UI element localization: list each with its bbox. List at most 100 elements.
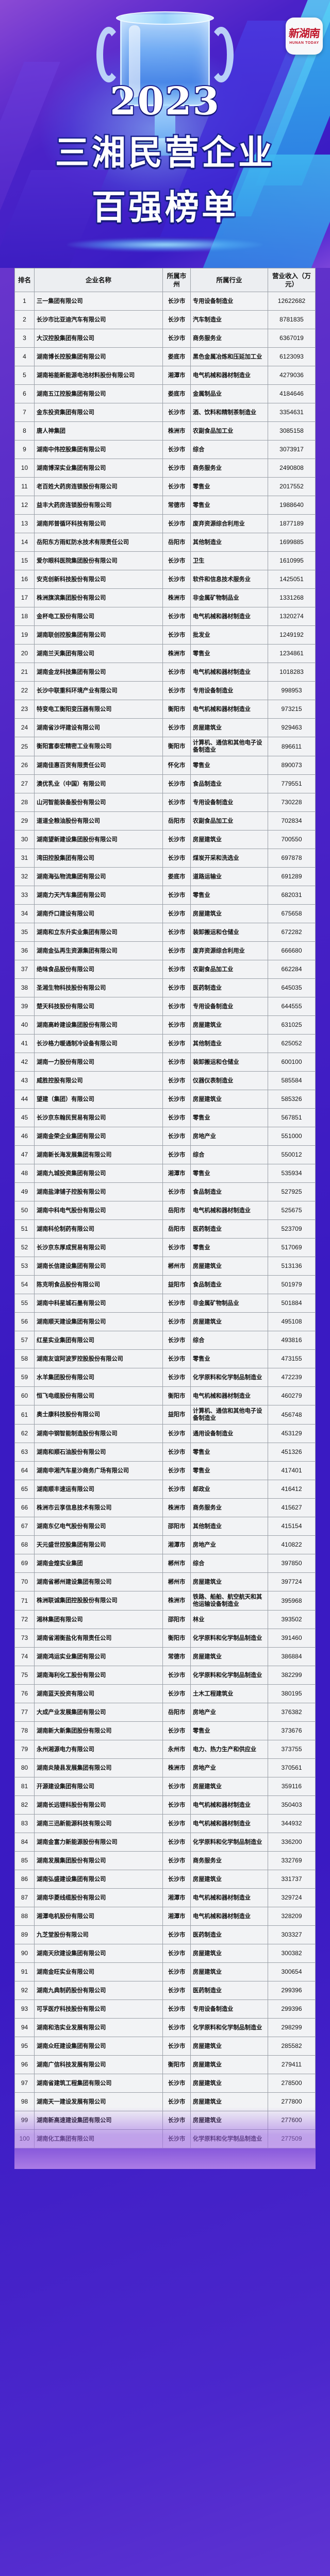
- cell-city: 长沙市: [162, 514, 191, 534]
- col-header-industry: 所属行业: [190, 267, 268, 293]
- cell-rank: 19: [14, 625, 35, 645]
- trophy-handle-left: [96, 27, 121, 82]
- table-row: 75 湖南海利化工股份有限公司 长沙市 化学原料和化学制品制造业 382299: [14, 1666, 316, 1685]
- cell-revenue: 391460: [268, 1629, 316, 1648]
- cell-city: 长沙市: [162, 904, 191, 924]
- cell-company-name: 安克创新科技股份有限公司: [34, 570, 163, 589]
- table-row: 25 衡阳富泰宏精密工业有限公司 衡阳市 计算机、通信和其他电子设备制造业 896611: [14, 737, 316, 757]
- cell-rank: 94: [14, 2018, 35, 2038]
- cell-industry: 废弃资源综合利用业: [190, 941, 268, 961]
- table-row: 79 永州湘源电力有限公司 永州市 电力、热力生产和供应业 373755: [14, 1740, 316, 1759]
- cell-revenue: 8781835: [268, 310, 316, 330]
- cell-company-name: 爱尔眼科医院集团股份有限公司: [34, 551, 163, 571]
- cell-rank: 14: [14, 533, 35, 552]
- cell-industry: 房屋建筑业: [190, 1090, 268, 1109]
- table-row: 94 湖南和浩实业发展有限公司 长沙市 化学原料和化学制品制造业 298299: [14, 2018, 316, 2038]
- cell-city: 郴州市: [162, 1257, 191, 1276]
- table-row: 45 长沙京东翰民贸易有限公司 长沙市 零售业 567851: [14, 1108, 316, 1128]
- cell-company-name: 澳优乳业（中国）有限公司: [34, 774, 163, 794]
- cell-rank: 15: [14, 551, 35, 571]
- table-row: 62 湖南中钢智能制造股份有限公司 长沙市 通用设备制造业 453129: [14, 1424, 316, 1444]
- cell-industry: 批发业: [190, 625, 268, 645]
- cell-revenue: 1988640: [268, 496, 316, 515]
- cell-revenue: 3073917: [268, 440, 316, 460]
- cell-industry: 房屋建筑业: [190, 1015, 268, 1035]
- cell-industry: 零售业: [190, 1108, 268, 1128]
- cell-city: 长沙市: [162, 292, 191, 311]
- table-row: 85 湖南发展集团股份有限公司 长沙市 商务服务业 332769: [14, 1851, 316, 1871]
- cell-revenue: 278500: [268, 2074, 316, 2093]
- cell-rank: 53: [14, 1257, 35, 1276]
- cell-revenue: 416412: [268, 1480, 316, 1499]
- cell-rank: 7: [14, 403, 35, 422]
- cell-rank: 48: [14, 1164, 35, 1183]
- cell-city: 株洲市: [162, 1758, 191, 1778]
- cell-rank: 69: [14, 1554, 35, 1573]
- cell-revenue: 702834: [268, 811, 316, 831]
- cell-company-name: 湖南天欣建设集团有限公司: [34, 1944, 163, 1963]
- cell-revenue: 451326: [268, 1443, 316, 1462]
- cell-rank: 30: [14, 830, 35, 850]
- trophy-icon: [96, 9, 234, 179]
- cell-city: 长沙市: [162, 1684, 191, 1704]
- cell-company-name: 湖南金旺实业有限公司: [34, 1962, 163, 1982]
- cell-industry: 房屋建筑业: [190, 1944, 268, 1963]
- cell-revenue: 682031: [268, 886, 316, 905]
- cell-city: 长沙市: [162, 1721, 191, 1741]
- cell-revenue: 303327: [268, 1925, 316, 1945]
- cell-city: 娄底市: [162, 347, 191, 367]
- table-row: 80 湖南炎陵县发展集团有限公司 株洲市 房地产业 370561: [14, 1758, 316, 1778]
- cell-company-name: 湖南炎陵县发展集团有限公司: [34, 1758, 163, 1778]
- cell-revenue: 644555: [268, 997, 316, 1016]
- table-row: 95 湖南众旺建设集团有限公司 长沙市 房屋建筑业 285582: [14, 2037, 316, 2056]
- cell-industry: 其他制造业: [190, 1517, 268, 1536]
- cell-city: 长沙市: [162, 793, 191, 812]
- cell-industry: 房屋建筑业: [190, 1572, 268, 1592]
- cell-industry: 零售业: [190, 886, 268, 905]
- year-label: 2023: [109, 79, 220, 124]
- cell-city: 株洲市: [162, 644, 191, 664]
- cell-revenue: 332769: [268, 1851, 316, 1871]
- cell-industry: 房屋建筑业: [190, 2111, 268, 2130]
- cell-rank: 35: [14, 923, 35, 942]
- col-header-company: 企业名称: [34, 267, 163, 293]
- cell-city: 长沙市: [162, 2074, 191, 2093]
- cell-company-name: 湘潭电机股份有限公司: [34, 1907, 163, 1926]
- cell-revenue: 376382: [268, 1703, 316, 1722]
- cell-city: 长沙市: [162, 1294, 191, 1313]
- cell-rank: 76: [14, 1684, 35, 1704]
- cell-revenue: 1320274: [268, 607, 316, 626]
- cell-revenue: 666680: [268, 941, 316, 961]
- table-row: 98 湖南天一建设发展有限公司 长沙市 房屋建筑业 277800: [14, 2092, 316, 2112]
- cell-company-name: 湖南一力股份有限公司: [34, 1053, 163, 1072]
- cell-revenue: 453129: [268, 1424, 316, 1444]
- cell-industry: 电气机械和器材制造业: [190, 1907, 268, 1926]
- table-row: 31 湾田控股集团有限公司 长沙市 煤炭开采和洗选业 697878: [14, 849, 316, 868]
- cell-industry: 零售业: [190, 477, 268, 497]
- cell-city: 湘潭市: [162, 1907, 191, 1926]
- cell-city: 长沙市: [162, 1461, 191, 1481]
- cell-revenue: 517069: [268, 1238, 316, 1258]
- cell-industry: 电气机械和器材制造业: [190, 1795, 268, 1815]
- cell-revenue: 386884: [268, 1647, 316, 1667]
- cell-rank: 58: [14, 1349, 35, 1369]
- cell-revenue: 625052: [268, 1034, 316, 1054]
- cell-revenue: 779551: [268, 774, 316, 794]
- cell-company-name: 湖南裕能新能源电池材料股份有限公司: [34, 366, 163, 385]
- cell-industry: 化学原料和化学制品制造业: [190, 1368, 268, 1387]
- trophy-stem: [155, 104, 175, 141]
- cell-city: 长沙市: [162, 1777, 191, 1797]
- cell-industry: 装卸搬运和仓储业: [190, 923, 268, 942]
- cell-revenue: 277600: [268, 2111, 316, 2130]
- cell-industry: 医药制造业: [190, 1219, 268, 1239]
- cell-revenue: 12622682: [268, 292, 316, 311]
- cell-industry: 卫生: [190, 551, 268, 571]
- table-row: 34 湖南乔口建设有限公司 长沙市 房屋建筑业 675658: [14, 904, 316, 924]
- table-row: 96 湖南广信科技发展有限公司 衡阳市 房屋建筑业 279411: [14, 2055, 316, 2075]
- cell-revenue: 397850: [268, 1554, 316, 1573]
- cell-company-name: 湖南博长控股集团有限公司: [34, 347, 163, 367]
- cell-company-name: 开源建设集团有限公司: [34, 1777, 163, 1797]
- table-row: 61 奥士康科技股份有限公司 益阳市 计算机、通信和其他电子设备制造业 456748: [14, 1405, 316, 1425]
- cell-rank: 12: [14, 496, 35, 515]
- cell-industry: 林业: [190, 1610, 268, 1630]
